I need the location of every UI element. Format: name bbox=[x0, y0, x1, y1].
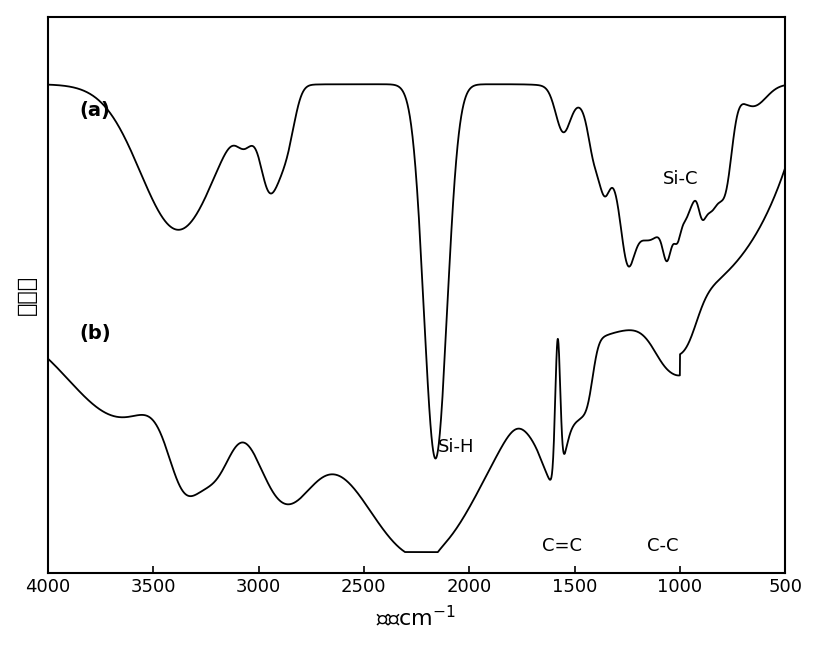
Text: C-C: C-C bbox=[647, 537, 679, 554]
Text: (b): (b) bbox=[79, 324, 111, 343]
Y-axis label: 透光率: 透光率 bbox=[16, 275, 37, 315]
Text: Si-H: Si-H bbox=[437, 438, 474, 455]
Text: C=C: C=C bbox=[542, 537, 582, 554]
Text: Si-C: Si-C bbox=[663, 170, 699, 188]
Text: (a): (a) bbox=[79, 101, 111, 120]
X-axis label: 波数cm$^{-1}$: 波数cm$^{-1}$ bbox=[377, 604, 457, 629]
